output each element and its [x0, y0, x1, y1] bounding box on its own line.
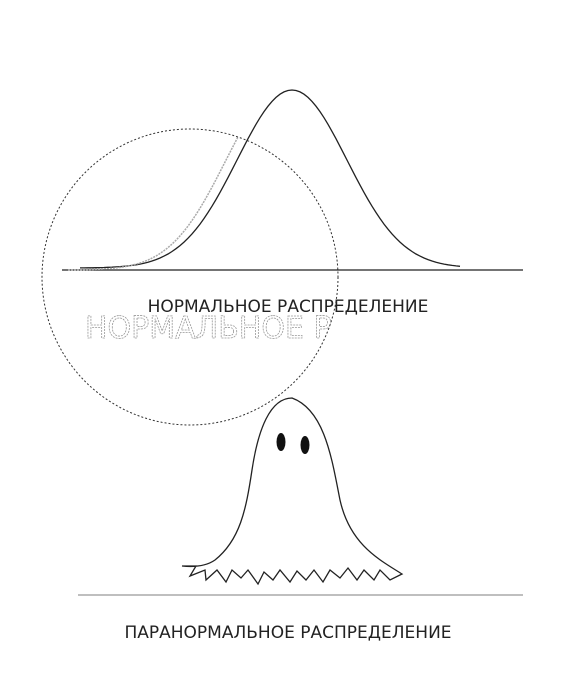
ghost-eye [300, 436, 310, 454]
normal-label: НОРМАЛЬНОЕ РАСПРЕДЕЛЕНИЕ [148, 297, 429, 317]
ghost [181, 397, 404, 586]
lens-label: НОРМАЛЬНОЕ РАСПРЕДЕЛЕНИЕ [85, 311, 564, 346]
paranormal-label: ПАРАНОРМАЛЬНОЕ РАСПРЕДЕЛЕНИЕ [124, 623, 451, 643]
lens-curve [68, 129, 338, 271]
bell-curve [80, 89, 461, 269]
lens-content: НОРМАЛЬНОЕ РАСПРЕДЕЛЕНИЕ [68, 129, 564, 346]
ghost-eye [276, 433, 286, 451]
magnifier [41, 128, 339, 426]
